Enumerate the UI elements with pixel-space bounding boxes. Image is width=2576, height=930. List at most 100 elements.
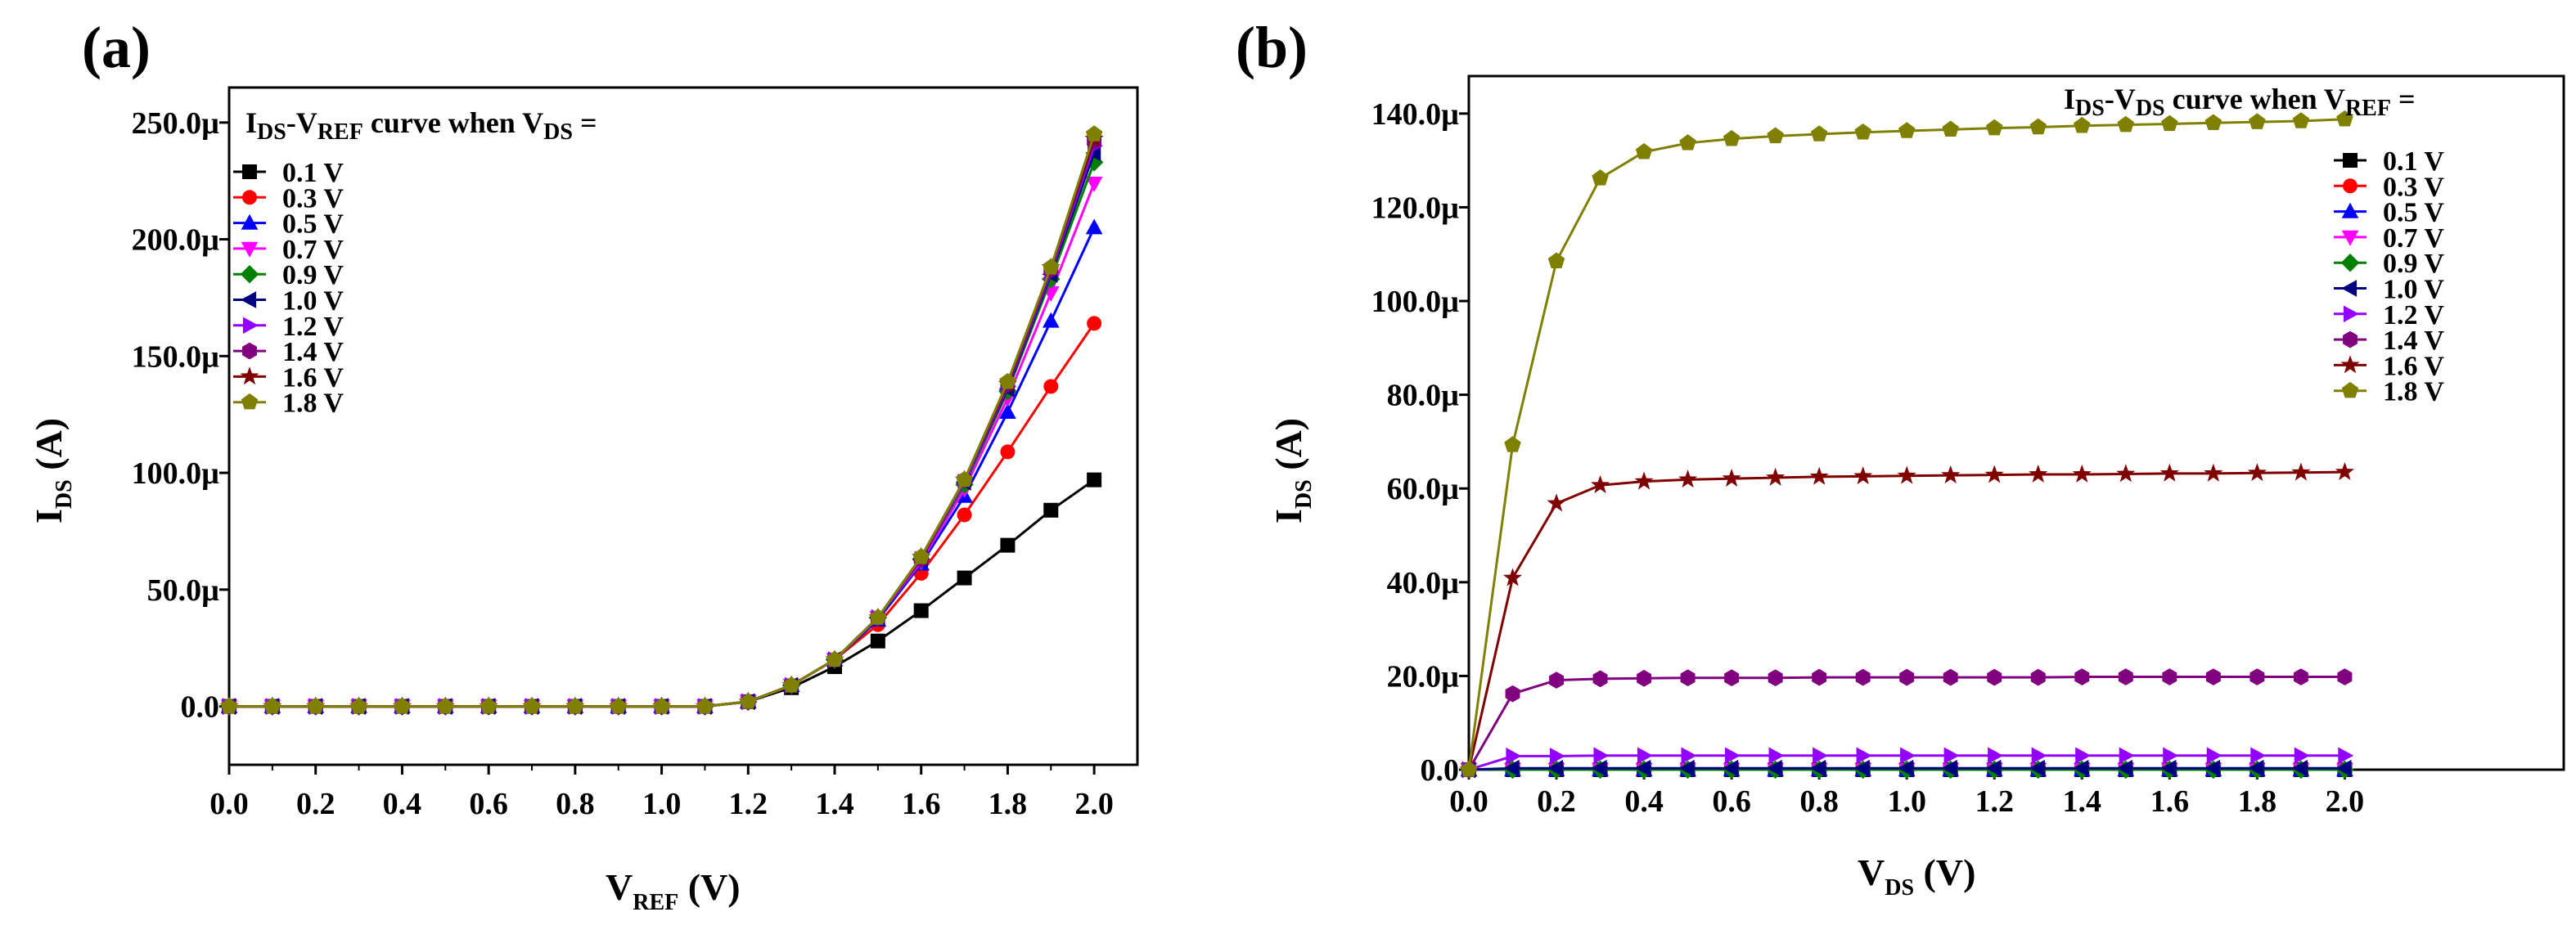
panel-a-xtick-label: 0.6	[469, 787, 508, 821]
panel-b-data-point	[2249, 668, 2265, 685]
panel-a-data-point	[566, 697, 584, 714]
panel-a-data-point	[1043, 258, 1060, 275]
panel-b-data-point	[2074, 668, 2090, 685]
panel-a-data-point	[1043, 502, 1059, 518]
panel-b-axes: 0.0 0.2 0.4 0.6 0.8 1.0 1.2 1.4 1.6 1.8 2.0 0.0 20.0…	[1371, 97, 2402, 819]
panel-b-xtick-label: 1.2	[1975, 784, 2014, 819]
panel-b-data-point	[2249, 113, 2266, 129]
panel-b-data-point	[1460, 761, 1478, 777]
panel-a-xtick-label: 1.2	[729, 787, 768, 821]
panel-b-legend-marker	[2341, 280, 2358, 297]
panel-b-xtick-label: 0.2	[1537, 784, 1576, 819]
panel-b-data-point	[1810, 759, 1826, 777]
panel-b-data-point	[2205, 668, 2221, 685]
panel-a-data-point	[1087, 316, 1102, 331]
panel-b-data-point	[2247, 463, 2267, 482]
panel-a-data-point	[870, 633, 885, 649]
panel-b-data-point	[1723, 759, 1739, 777]
panel-a-ytick-label: 150.0µ	[132, 339, 220, 374]
panel-b-data-point	[1591, 759, 1607, 777]
panel-b-data-point	[1723, 129, 1741, 146]
panel-b-data-point	[1767, 127, 1784, 144]
panel-b-data-point	[1900, 747, 1916, 765]
panel-a-series-line-1.2v	[229, 145, 1096, 708]
panel-b-legend-marker	[2343, 330, 2358, 348]
panel-b-data-point	[1549, 672, 1565, 689]
panel-a-ytick-label: 100.0µ	[132, 456, 220, 491]
panel-b-data-point	[1592, 670, 1608, 688]
panel-a-legend-label: 1.6 V	[282, 362, 344, 393]
panel-b-data-point	[1678, 469, 1698, 488]
panel-a-data-point	[912, 548, 930, 564]
panel-b-data-point	[2336, 110, 2353, 127]
panel-b-legend-title: IDS-VDS curve when VREF =	[2064, 83, 2415, 121]
panel-b-legend-label: 1.4 V	[2383, 326, 2444, 356]
panel-a-series-line-1.8v	[229, 133, 1096, 708]
panel-a-data-point	[740, 693, 757, 709]
panel-b-data-point	[2030, 668, 2046, 686]
panel-b-data-point	[1591, 475, 1610, 494]
panel-b-xtick-label: 2.0	[2326, 784, 2365, 819]
panel-b-data-point	[1635, 143, 1653, 159]
panel-a-axes: 0.0 0.2 0.4 0.6 0.8 1.0 1.2 1.4 1.6 1.8 2.0 0.0 50.0…	[132, 106, 1114, 821]
panel-a-legend-label: 1.8 V	[282, 389, 344, 419]
panel-b-data-point	[1943, 747, 1960, 765]
panel-b-data-point	[1899, 668, 1915, 686]
panel-b-legend-marker	[2343, 305, 2359, 323]
panel-b-data-point	[1941, 465, 1961, 484]
panel-b-legend-label: 1.2 V	[2383, 300, 2444, 330]
panel-a-legend-label: 0.3 V	[282, 183, 344, 213]
panel-b-data-point	[2029, 464, 2048, 483]
panel-b-data-point	[2119, 747, 2135, 765]
panel-b-data-point	[1766, 759, 1782, 777]
panel-b-legend-label: 0.7 V	[2383, 223, 2444, 254]
panel-a-data-point	[350, 697, 367, 714]
panel-b-data-point	[1635, 759, 1651, 777]
panel-b-data-point	[1942, 120, 1959, 137]
panel-b-data-point	[2072, 464, 2092, 483]
panel-a-data-point	[1000, 537, 1016, 553]
panel-b-data-point	[1680, 669, 1696, 687]
panel-b-data-point	[1898, 122, 1916, 138]
panel-b-data-point	[1549, 748, 1565, 765]
panel-a-data-point	[480, 697, 498, 714]
panel-b-legend-marker	[2341, 202, 2359, 218]
panel-a-legend-marker	[241, 291, 257, 308]
panel-b-data-point	[2118, 668, 2133, 685]
panel-b-data-point	[1813, 747, 1828, 765]
panel-a-legend-label: 0.7 V	[282, 235, 344, 265]
panel-b-data-point	[2117, 115, 2135, 133]
panel-a: (a) 0.0 0.2 0.4 0.6 0.8 1.0 1.2 1.4 1.6 1.8 2.00.0…	[28, 15, 1139, 915]
panel-a-legend-marker	[241, 213, 259, 230]
panel-a-legend-marker	[242, 164, 257, 179]
panel-b-ytick-label: 100.0µ	[1371, 285, 1460, 319]
panel-b-data-point	[1897, 465, 1916, 484]
panel-b-xtick-label: 0.6	[1712, 784, 1751, 819]
panel-b-data-point	[1681, 747, 1697, 765]
panel-a-xtick-label: 0.8	[556, 787, 595, 821]
panel-a-legend-label: 0.5 V	[282, 209, 344, 240]
panel-a-series-line-0.9v	[229, 161, 1096, 708]
panel-b-ytick-label: 140.0µ	[1371, 97, 1460, 132]
panel-a-ytick-label: 200.0µ	[132, 223, 220, 258]
panel-a-series-line-1.0v	[229, 152, 1096, 708]
panel-b-ylabel: IDS (A)	[1268, 418, 1317, 523]
panel-b-ytick-label: 40.0µ	[1387, 566, 1460, 600]
panel-a-data-point	[1042, 312, 1060, 328]
panel-b-data-point	[1724, 669, 1740, 687]
panel-b-data-point	[2160, 759, 2177, 777]
panel-a-xtick-label: 0.4	[383, 787, 422, 821]
panel-b-data-point	[1722, 469, 1741, 487]
panel-a-legend: IDS-VREF curve when VDS = 0.1 V0.3 V0.5 …	[233, 106, 597, 419]
panel-a-data-point	[782, 676, 800, 693]
panel-a-legend-marker	[241, 393, 259, 410]
panel-b-legend-marker	[2340, 253, 2360, 272]
panel-a-data-point	[957, 570, 972, 586]
panel-b-xtick-label: 1.0	[1887, 784, 1926, 819]
panel-b-data-point	[2029, 759, 2045, 777]
panel-a-xtick-label: 1.6	[902, 787, 941, 821]
panel-b-data-point	[2204, 114, 2222, 131]
panel-b-legend-label: 1.0 V	[2383, 275, 2444, 305]
panel-a-data-point	[263, 697, 281, 714]
panel-a-data-point	[1087, 472, 1102, 487]
